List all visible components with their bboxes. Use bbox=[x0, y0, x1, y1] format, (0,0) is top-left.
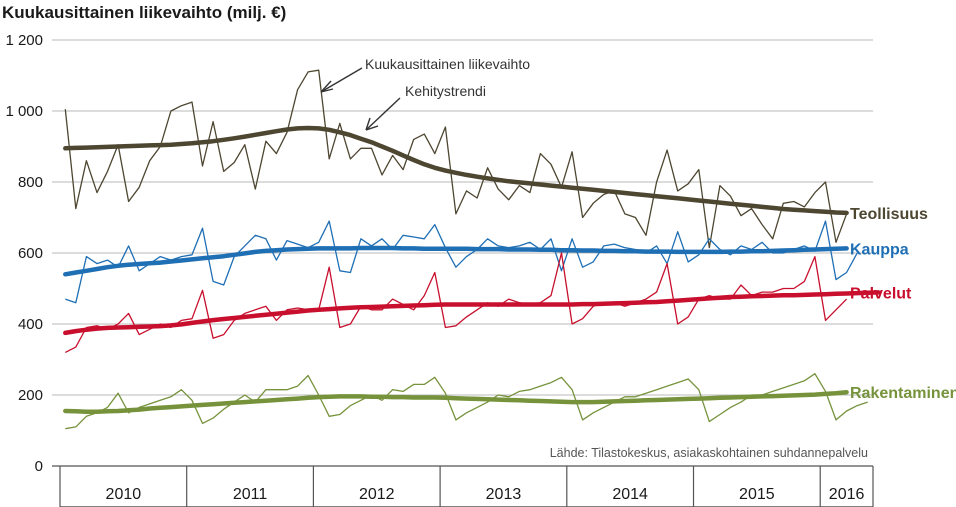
series-line-trend-palvelut bbox=[63, 290, 881, 336]
series-label-rakentaminen: Rakentaminen bbox=[850, 385, 956, 402]
x-tick-label-year: 2010 bbox=[106, 486, 142, 503]
annotation-arrow-monthly-head bbox=[320, 80, 334, 93]
x-tick-label-year: 2011 bbox=[233, 486, 268, 503]
series-line-monthly-rakentaminen bbox=[65, 373, 868, 430]
x-tick-label-year: 2013 bbox=[486, 486, 522, 503]
annotation-monthly: Kuukausittainen liikevaihto bbox=[365, 56, 530, 72]
chart-title: Kuukausittainen liikevaihto (milj. €) bbox=[2, 3, 286, 22]
y-tick-label: 1 200 bbox=[5, 32, 43, 49]
annotation-arrow-trend-head bbox=[365, 117, 379, 131]
source-note: Lähde: Tilastokeskus, asiakaskohtainen s… bbox=[550, 446, 868, 460]
annotation-arrows bbox=[320, 67, 401, 131]
annotation-trend: Kehitystrendi bbox=[405, 83, 486, 99]
series-labels: Teollisuus Kauppa Palvelut Rakentaminen bbox=[850, 206, 956, 402]
y-tick-label: 600 bbox=[18, 245, 43, 262]
x-tick-label-year: 2016 bbox=[829, 486, 865, 503]
series-line-trend-rakentaminen bbox=[63, 389, 849, 414]
y-axis-tick-labels: 0 200 400 600 800 1 000 1 200 bbox=[5, 32, 43, 475]
series-line-trend-teollisuus bbox=[63, 125, 849, 216]
series-label-palvelut: Palvelut bbox=[850, 285, 912, 302]
y-tick-label: 0 bbox=[35, 458, 43, 475]
y-tick-label: 400 bbox=[18, 316, 43, 333]
series-label-kauppa: Kauppa bbox=[850, 241, 909, 258]
x-tick-label-year: 2012 bbox=[359, 486, 395, 503]
series-line-trend-kauppa bbox=[63, 245, 849, 277]
annotation-arrow-trend bbox=[365, 97, 401, 131]
series-line-monthly-teollisuus bbox=[64, 69, 848, 249]
x-tick-label-year: 2014 bbox=[612, 486, 648, 503]
y-tick-label: 1 000 bbox=[5, 103, 43, 120]
x-tick-label-year: 2015 bbox=[739, 486, 775, 503]
y-tick-label: 800 bbox=[18, 174, 43, 191]
series-lines bbox=[63, 69, 881, 430]
annotation-arrow-monthly bbox=[320, 67, 363, 93]
x-axis: 2010 2011 2012 2013 2014 2015 2016 bbox=[52, 465, 874, 507]
y-tick-label: 200 bbox=[18, 387, 43, 404]
series-label-teollisuus: Teollisuus bbox=[850, 206, 928, 223]
